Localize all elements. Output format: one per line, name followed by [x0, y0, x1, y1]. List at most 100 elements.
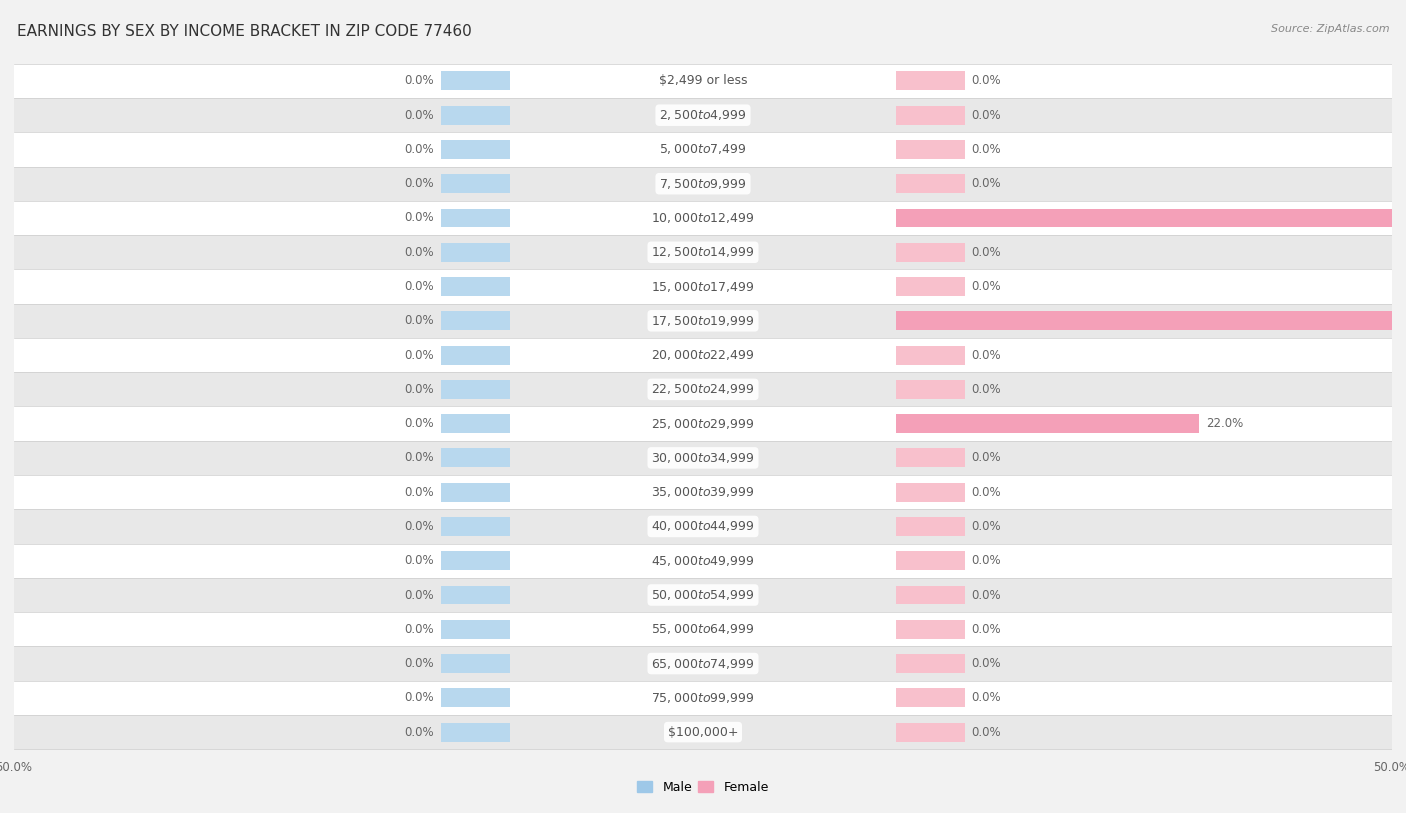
Text: 0.0%: 0.0%	[972, 75, 1001, 88]
Bar	[441, 689, 510, 707]
Bar	[14, 578, 1392, 612]
Text: 0.0%: 0.0%	[972, 383, 1001, 396]
Bar	[441, 311, 510, 330]
Bar	[14, 235, 1392, 269]
Text: 0.0%: 0.0%	[972, 589, 1001, 602]
Bar	[896, 346, 965, 364]
Text: $30,000 to $34,999: $30,000 to $34,999	[651, 451, 755, 465]
Bar	[441, 209, 510, 228]
Text: $50,000 to $54,999: $50,000 to $54,999	[651, 588, 755, 602]
Text: 0.0%: 0.0%	[972, 143, 1001, 156]
Bar	[14, 612, 1392, 646]
Bar	[441, 72, 510, 90]
Text: 0.0%: 0.0%	[405, 315, 434, 328]
Bar	[896, 380, 965, 399]
Text: $10,000 to $12,499: $10,000 to $12,499	[651, 211, 755, 225]
Bar	[14, 201, 1392, 235]
Text: 0.0%: 0.0%	[972, 280, 1001, 293]
Text: $100,000+: $100,000+	[668, 725, 738, 738]
Bar	[441, 140, 510, 159]
Text: 0.0%: 0.0%	[405, 589, 434, 602]
Bar	[441, 106, 510, 124]
Text: 0.0%: 0.0%	[972, 691, 1001, 704]
Text: $12,500 to $14,999: $12,500 to $14,999	[651, 246, 755, 259]
Text: 0.0%: 0.0%	[405, 349, 434, 362]
Text: 0.0%: 0.0%	[405, 554, 434, 567]
Text: $20,000 to $22,499: $20,000 to $22,499	[651, 348, 755, 362]
Text: Source: ZipAtlas.com: Source: ZipAtlas.com	[1271, 24, 1389, 34]
Bar	[896, 277, 965, 296]
Bar	[896, 414, 1199, 433]
Text: $17,500 to $19,999: $17,500 to $19,999	[651, 314, 755, 328]
Bar	[441, 346, 510, 364]
Text: $2,499 or less: $2,499 or less	[659, 75, 747, 88]
Text: $5,000 to $7,499: $5,000 to $7,499	[659, 142, 747, 156]
Bar	[14, 509, 1392, 544]
Text: 0.0%: 0.0%	[972, 554, 1001, 567]
Bar	[896, 517, 965, 536]
Text: 0.0%: 0.0%	[405, 143, 434, 156]
Text: 0.0%: 0.0%	[405, 246, 434, 259]
Bar	[441, 551, 510, 570]
Text: 0.0%: 0.0%	[405, 177, 434, 190]
Bar	[14, 304, 1392, 338]
Text: $22,500 to $24,999: $22,500 to $24,999	[651, 382, 755, 397]
Text: 0.0%: 0.0%	[405, 451, 434, 464]
Bar	[441, 585, 510, 604]
Bar	[896, 585, 965, 604]
Bar	[441, 517, 510, 536]
Text: 0.0%: 0.0%	[405, 691, 434, 704]
Bar	[14, 680, 1392, 715]
Bar	[896, 620, 965, 639]
Bar	[441, 620, 510, 639]
Bar	[441, 483, 510, 502]
Text: $25,000 to $29,999: $25,000 to $29,999	[651, 416, 755, 431]
Text: 0.0%: 0.0%	[972, 451, 1001, 464]
Bar	[896, 689, 965, 707]
Bar	[896, 311, 1400, 330]
Text: 0.0%: 0.0%	[405, 383, 434, 396]
Text: $75,000 to $99,999: $75,000 to $99,999	[651, 691, 755, 705]
Text: 0.0%: 0.0%	[405, 75, 434, 88]
Text: $65,000 to $74,999: $65,000 to $74,999	[651, 657, 755, 671]
Bar	[896, 140, 965, 159]
Bar	[14, 63, 1392, 98]
Text: EARNINGS BY SEX BY INCOME BRACKET IN ZIP CODE 77460: EARNINGS BY SEX BY INCOME BRACKET IN ZIP…	[17, 24, 471, 39]
Text: $45,000 to $49,999: $45,000 to $49,999	[651, 554, 755, 567]
Bar	[14, 406, 1392, 441]
Bar	[14, 475, 1392, 509]
Text: 0.0%: 0.0%	[405, 211, 434, 224]
Text: 0.0%: 0.0%	[405, 280, 434, 293]
Text: $40,000 to $44,999: $40,000 to $44,999	[651, 520, 755, 533]
Bar	[896, 483, 965, 502]
Text: 0.0%: 0.0%	[972, 657, 1001, 670]
Text: $55,000 to $64,999: $55,000 to $64,999	[651, 622, 755, 637]
Text: 0.0%: 0.0%	[405, 485, 434, 498]
Bar	[441, 654, 510, 673]
Text: 0.0%: 0.0%	[405, 657, 434, 670]
Bar	[441, 414, 510, 433]
Text: $2,500 to $4,999: $2,500 to $4,999	[659, 108, 747, 122]
Bar	[441, 174, 510, 193]
Bar	[14, 372, 1392, 406]
Bar	[14, 98, 1392, 133]
Text: 0.0%: 0.0%	[405, 725, 434, 738]
Bar	[14, 167, 1392, 201]
Bar	[441, 277, 510, 296]
Text: 0.0%: 0.0%	[972, 349, 1001, 362]
Bar	[896, 72, 965, 90]
Bar	[896, 449, 965, 467]
Text: 0.0%: 0.0%	[972, 485, 1001, 498]
Bar	[896, 551, 965, 570]
Bar	[14, 646, 1392, 680]
Text: 0.0%: 0.0%	[972, 623, 1001, 636]
Text: 0.0%: 0.0%	[972, 520, 1001, 533]
Bar	[896, 106, 965, 124]
Text: 0.0%: 0.0%	[405, 623, 434, 636]
Text: 0.0%: 0.0%	[405, 109, 434, 122]
Bar	[896, 174, 965, 193]
Text: 0.0%: 0.0%	[972, 246, 1001, 259]
Text: 0.0%: 0.0%	[405, 417, 434, 430]
Legend: Male, Female: Male, Female	[633, 776, 773, 799]
Bar	[14, 338, 1392, 372]
